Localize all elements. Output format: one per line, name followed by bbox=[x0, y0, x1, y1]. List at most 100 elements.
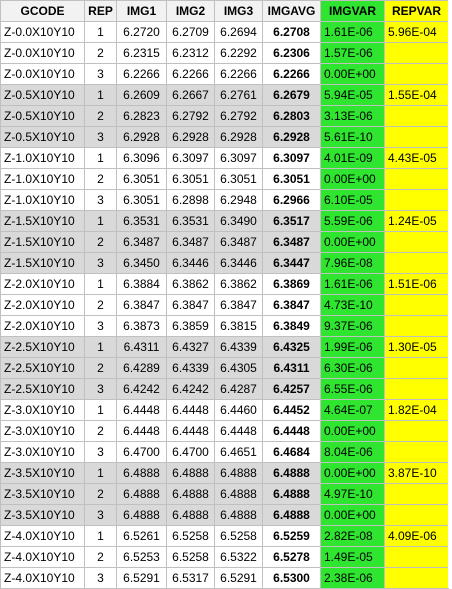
cell-img3[interactable]: 6.3446 bbox=[214, 252, 263, 274]
cell-repvar[interactable]: 1.30E-05 bbox=[384, 336, 449, 358]
cell-repvar[interactable] bbox=[384, 378, 449, 400]
cell-imgavg[interactable]: 6.4311 bbox=[262, 357, 321, 379]
cell-rep[interactable]: 1 bbox=[84, 525, 117, 547]
cell-imgvar[interactable]: 1.61E-06 bbox=[320, 273, 385, 295]
cell-repvar[interactable]: 4.43E-05 bbox=[384, 147, 449, 169]
cell-imgavg[interactable]: 6.3869 bbox=[262, 273, 321, 295]
cell-gcode[interactable]: Z-2.0X10Y10 bbox=[0, 315, 85, 337]
cell-repvar[interactable] bbox=[384, 189, 449, 211]
cell-img1[interactable]: 6.3873 bbox=[116, 315, 167, 337]
cell-repvar[interactable] bbox=[384, 231, 449, 253]
cell-imgavg[interactable]: 6.2306 bbox=[262, 42, 321, 64]
cell-imgvar[interactable]: 2.38E-06 bbox=[320, 567, 385, 589]
cell-img3[interactable]: 6.3487 bbox=[214, 231, 263, 253]
cell-img3[interactable]: 6.3051 bbox=[214, 168, 263, 190]
cell-imgavg[interactable]: 6.2266 bbox=[262, 63, 321, 85]
cell-img1[interactable]: 6.4448 bbox=[116, 420, 167, 442]
cell-img3[interactable]: 6.4305 bbox=[214, 357, 263, 379]
cell-img3[interactable]: 6.4448 bbox=[214, 420, 263, 442]
cell-gcode[interactable]: Z-3.0X10Y10 bbox=[0, 420, 85, 442]
cell-img2[interactable]: 6.2667 bbox=[166, 84, 215, 106]
cell-imgvar[interactable]: 5.59E-06 bbox=[320, 210, 385, 232]
cell-imgvar[interactable]: 1.99E-06 bbox=[320, 336, 385, 358]
cell-rep[interactable]: 2 bbox=[84, 420, 117, 442]
cell-repvar[interactable]: 1.82E-04 bbox=[384, 399, 449, 421]
cell-imgvar[interactable]: 4.01E-09 bbox=[320, 147, 385, 169]
cell-img3[interactable]: 6.3862 bbox=[214, 273, 263, 295]
cell-img3[interactable]: 6.4651 bbox=[214, 441, 263, 463]
cell-gcode[interactable]: Z-2.5X10Y10 bbox=[0, 378, 85, 400]
cell-img2[interactable]: 6.3097 bbox=[166, 147, 215, 169]
cell-img2[interactable]: 6.3859 bbox=[166, 315, 215, 337]
cell-rep[interactable]: 1 bbox=[84, 21, 117, 43]
cell-repvar[interactable] bbox=[384, 567, 449, 589]
cell-img1[interactable]: 6.3051 bbox=[116, 189, 167, 211]
cell-img3[interactable]: 6.3815 bbox=[214, 315, 263, 337]
cell-imgvar[interactable]: 0.00E+00 bbox=[320, 168, 385, 190]
cell-gcode[interactable]: Z-0.0X10Y10 bbox=[0, 21, 85, 43]
cell-img2[interactable]: 6.5258 bbox=[166, 546, 215, 568]
cell-imgavg[interactable]: 6.3487 bbox=[262, 231, 321, 253]
cell-repvar[interactable] bbox=[384, 483, 449, 505]
cell-imgavg[interactable]: 6.3847 bbox=[262, 294, 321, 316]
header-cell-imgavg[interactable]: IMGAVG bbox=[262, 0, 321, 22]
cell-imgvar[interactable]: 0.00E+00 bbox=[320, 420, 385, 442]
cell-gcode[interactable]: Z-1.5X10Y10 bbox=[0, 231, 85, 253]
cell-repvar[interactable]: 1.55E-04 bbox=[384, 84, 449, 106]
cell-rep[interactable]: 3 bbox=[84, 126, 117, 148]
cell-repvar[interactable]: 4.09E-06 bbox=[384, 525, 449, 547]
cell-img2[interactable]: 6.3446 bbox=[166, 252, 215, 274]
cell-imgvar[interactable]: 6.10E-05 bbox=[320, 189, 385, 211]
cell-imgvar[interactable]: 5.61E-10 bbox=[320, 126, 385, 148]
cell-img2[interactable]: 6.4888 bbox=[166, 483, 215, 505]
cell-img2[interactable]: 6.2709 bbox=[166, 21, 215, 43]
cell-repvar[interactable] bbox=[384, 420, 449, 442]
cell-gcode[interactable]: Z-1.5X10Y10 bbox=[0, 210, 85, 232]
cell-img3[interactable]: 6.2292 bbox=[214, 42, 263, 64]
cell-img3[interactable]: 6.4888 bbox=[214, 462, 263, 484]
cell-imgavg[interactable]: 6.2928 bbox=[262, 126, 321, 148]
cell-img2[interactable]: 6.4888 bbox=[166, 504, 215, 526]
cell-imgvar[interactable]: 1.57E-06 bbox=[320, 42, 385, 64]
cell-repvar[interactable] bbox=[384, 63, 449, 85]
cell-repvar[interactable] bbox=[384, 441, 449, 463]
cell-imgavg[interactable]: 6.5278 bbox=[262, 546, 321, 568]
cell-img1[interactable]: 6.3051 bbox=[116, 168, 167, 190]
cell-imgavg[interactable]: 6.4448 bbox=[262, 420, 321, 442]
cell-imgavg[interactable]: 6.4257 bbox=[262, 378, 321, 400]
cell-gcode[interactable]: Z-2.0X10Y10 bbox=[0, 294, 85, 316]
cell-img3[interactable]: 6.2948 bbox=[214, 189, 263, 211]
cell-imgavg[interactable]: 6.4888 bbox=[262, 483, 321, 505]
cell-imgvar[interactable]: 4.73E-10 bbox=[320, 294, 385, 316]
cell-imgavg[interactable]: 6.2679 bbox=[262, 84, 321, 106]
cell-imgvar[interactable]: 1.49E-05 bbox=[320, 546, 385, 568]
cell-imgvar[interactable]: 5.94E-05 bbox=[320, 84, 385, 106]
cell-imgavg[interactable]: 6.5300 bbox=[262, 567, 321, 589]
cell-img2[interactable]: 6.2898 bbox=[166, 189, 215, 211]
cell-repvar[interactable]: 3.87E-10 bbox=[384, 462, 449, 484]
cell-imgvar[interactable]: 1.61E-06 bbox=[320, 21, 385, 43]
cell-img1[interactable]: 6.3096 bbox=[116, 147, 167, 169]
cell-repvar[interactable]: 5.96E-04 bbox=[384, 21, 449, 43]
cell-imgavg[interactable]: 6.4325 bbox=[262, 336, 321, 358]
cell-imgvar[interactable]: 2.82E-08 bbox=[320, 525, 385, 547]
cell-img1[interactable]: 6.3450 bbox=[116, 252, 167, 274]
cell-img2[interactable]: 6.4888 bbox=[166, 462, 215, 484]
cell-imgvar[interactable]: 0.00E+00 bbox=[320, 231, 385, 253]
cell-repvar[interactable]: 1.24E-05 bbox=[384, 210, 449, 232]
cell-img3[interactable]: 6.4888 bbox=[214, 504, 263, 526]
cell-img3[interactable]: 6.3847 bbox=[214, 294, 263, 316]
cell-img1[interactable]: 6.2928 bbox=[116, 126, 167, 148]
cell-imgvar[interactable]: 0.00E+00 bbox=[320, 462, 385, 484]
cell-rep[interactable]: 2 bbox=[84, 168, 117, 190]
cell-img1[interactable]: 6.5253 bbox=[116, 546, 167, 568]
cell-imgavg[interactable]: 6.4684 bbox=[262, 441, 321, 463]
cell-rep[interactable]: 2 bbox=[84, 483, 117, 505]
cell-img3[interactable]: 6.4339 bbox=[214, 336, 263, 358]
cell-img1[interactable]: 6.5261 bbox=[116, 525, 167, 547]
cell-rep[interactable]: 1 bbox=[84, 210, 117, 232]
cell-img1[interactable]: 6.4888 bbox=[116, 483, 167, 505]
cell-gcode[interactable]: Z-0.5X10Y10 bbox=[0, 84, 85, 106]
cell-repvar[interactable] bbox=[384, 294, 449, 316]
cell-img1[interactable]: 6.2266 bbox=[116, 63, 167, 85]
